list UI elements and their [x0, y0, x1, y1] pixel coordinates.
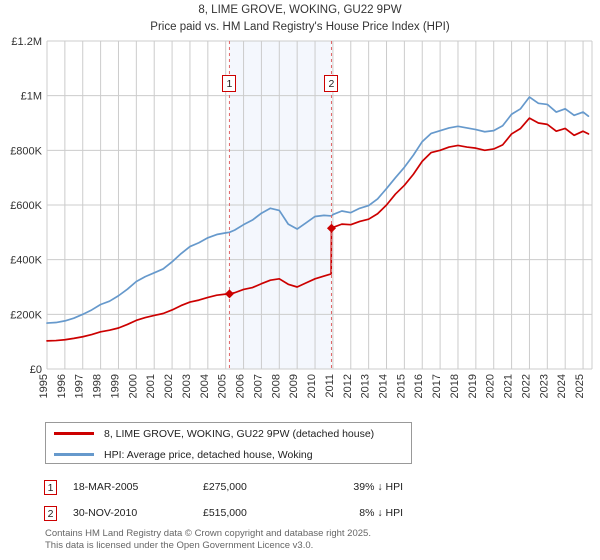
x-axis-tick-label: 2015	[395, 374, 407, 398]
x-axis-tick-label: 2025	[574, 374, 586, 398]
chart-title-line-2: Price paid vs. HM Land Registry's House …	[150, 21, 450, 33]
y-axis-tick-label: £1.2M	[11, 36, 42, 48]
table-row: 2 30-NOV-2010 £515,000 8% ↓ HPI	[44, 500, 464, 526]
footer-line-2: This data is licensed under the Open Gov…	[45, 539, 314, 551]
chart-legend: 8, LIME GROVE, WOKING, GU22 9PW (detache…	[45, 422, 412, 464]
x-axis-tick-label: 2019	[467, 374, 479, 398]
legend-item-hpi: HPI: Average price, detached house, Woki…	[46, 444, 411, 465]
chart-plot-area: £0 £200K £400K £600K £800K £1M £1.2M 1995 1996 19…	[10, 36, 593, 398]
transaction-index-badge: 2	[44, 505, 57, 521]
y-axis-tick-label: £1M	[21, 91, 42, 103]
transaction-hpi-delta: 39% ↓ HPI	[353, 481, 403, 493]
footer-line-1: Contains HM Land Registry data © Crown c…	[45, 528, 371, 539]
chart-title-line-1: 8, LIME GROVE, WOKING, GU22 9PW	[198, 4, 402, 16]
x-axis-tick-label: 2023	[538, 374, 550, 398]
transaction-date: 30-NOV-2010	[73, 507, 138, 519]
transaction-price: £515,000	[203, 507, 247, 519]
x-axis-tick-label: 2005	[217, 374, 229, 398]
x-axis-tick-label: 2000	[127, 374, 139, 398]
series-line-hpi	[46, 96, 590, 324]
transaction-marker-badge: 1	[222, 75, 237, 92]
x-axis-tick-label: 1997	[74, 374, 86, 398]
x-axis-tick-label: 2017	[431, 374, 443, 398]
x-axis-tick-label: 2006	[235, 374, 247, 398]
transaction-price: £275,000	[203, 481, 247, 493]
y-axis-tick-label: £0	[30, 364, 42, 376]
y-axis-tick-label: £600K	[10, 200, 42, 212]
attribution-footer: Contains HM Land Registry data © Crown c…	[45, 528, 585, 551]
series-line-price-paid	[46, 117, 590, 342]
x-axis-tick-label: 2002	[163, 374, 175, 398]
legend-swatch-price-paid	[54, 432, 94, 435]
transaction-date: 18-MAR-2005	[73, 481, 139, 493]
x-axis-tick-label: 2010	[306, 374, 318, 398]
x-axis-tick-label: 1995	[38, 374, 50, 398]
x-axis-tick-label: 2001	[145, 374, 157, 398]
x-axis-tick-label: 2018	[449, 374, 461, 398]
x-axis-tick-label: 2016	[413, 374, 425, 398]
x-axis-tick-label: 2011	[324, 374, 336, 398]
table-row: 1 18-MAR-2005 £275,000 39% ↓ HPI	[44, 474, 464, 500]
x-axis-tick-label: 2012	[342, 374, 354, 398]
x-axis-tick-label: 2021	[503, 374, 515, 398]
transaction-index-badge: 1	[44, 479, 57, 495]
x-axis-tick-label: 2009	[288, 374, 300, 398]
legend-item-price-paid: 8, LIME GROVE, WOKING, GU22 9PW (detache…	[46, 423, 411, 444]
y-axis-tick-label: £800K	[10, 145, 42, 157]
x-axis-tick-label: 2008	[270, 374, 282, 398]
x-axis-tick-label: 2020	[485, 374, 497, 398]
transaction-hpi-delta: 8% ↓ HPI	[359, 507, 403, 519]
x-axis-tick-label: 1999	[109, 374, 121, 398]
transaction-marker-badge: 2	[324, 75, 339, 92]
y-axis-tick-label: £400K	[10, 255, 42, 267]
x-axis-tick-label: 2003	[181, 374, 193, 398]
transaction-point-marker	[326, 223, 336, 233]
x-axis-tick-label: 2022	[520, 374, 532, 398]
x-axis-tick-label: 2014	[378, 374, 390, 398]
legend-label-hpi: HPI: Average price, detached house, Woki…	[104, 448, 313, 461]
transactions-table: 1 18-MAR-2005 £275,000 39% ↓ HPI 2 30-NO…	[44, 474, 464, 526]
x-axis-tick-label: 2013	[360, 374, 372, 398]
chart-title: 8, LIME GROVE, WOKING, GU22 9PW Price pa…	[0, 2, 600, 36]
x-axis-tick-label: 1996	[56, 374, 68, 398]
x-axis-tick-label: 2004	[199, 374, 211, 398]
transaction-point-marker	[224, 289, 234, 299]
y-axis-tick-label: £200K	[10, 309, 42, 321]
legend-swatch-hpi	[54, 453, 94, 456]
x-axis-tick-label: 1998	[92, 374, 104, 398]
x-axis-tick-label: 2024	[556, 374, 568, 398]
x-axis-tick-label: 2007	[252, 374, 264, 398]
legend-label-price-paid: 8, LIME GROVE, WOKING, GU22 9PW (detache…	[104, 427, 375, 440]
